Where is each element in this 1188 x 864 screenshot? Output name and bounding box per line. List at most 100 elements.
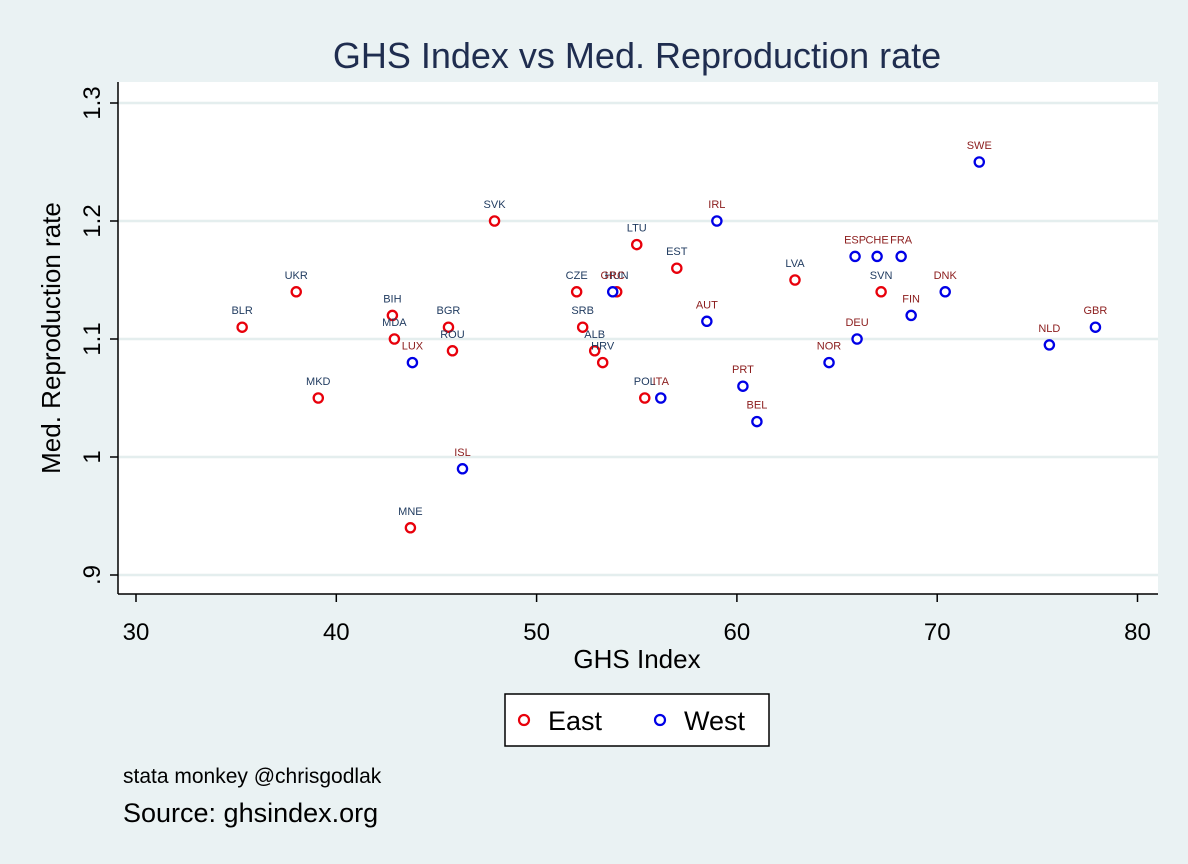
point-label: BIH bbox=[383, 293, 401, 305]
point-label: MNE bbox=[398, 506, 422, 518]
data-point bbox=[895, 250, 907, 263]
point-label: LUX bbox=[402, 341, 424, 353]
data-point bbox=[655, 392, 667, 404]
point-label: MKD bbox=[306, 376, 331, 388]
data-point bbox=[1043, 339, 1056, 351]
point-label: ISL bbox=[454, 447, 471, 459]
data-point bbox=[488, 215, 501, 227]
credit-note: stata monkey @chrisgodlak bbox=[123, 765, 382, 788]
gridlines bbox=[118, 101, 1158, 577]
data-point bbox=[711, 215, 723, 227]
legend-west-label: West bbox=[684, 706, 746, 736]
point-label: SWE bbox=[967, 140, 992, 152]
point-label: GRC bbox=[600, 270, 625, 282]
point-label: SVK bbox=[484, 199, 507, 211]
x-tick-label: 70 bbox=[924, 619, 951, 646]
data-point bbox=[406, 356, 419, 369]
point-label: DNK bbox=[934, 270, 958, 282]
y-tick-label: 1.1 bbox=[79, 322, 106, 355]
legend-box bbox=[504, 693, 770, 747]
data-point bbox=[456, 463, 469, 475]
point-label: HUN bbox=[605, 270, 629, 282]
data-point bbox=[851, 333, 863, 345]
legend: East West bbox=[504, 693, 770, 747]
point-label: SRB bbox=[571, 305, 594, 317]
x-tick-label: 60 bbox=[724, 619, 751, 646]
y-tick-label: 1.3 bbox=[79, 86, 106, 119]
data-point bbox=[823, 356, 835, 369]
point-label: FRA bbox=[890, 234, 913, 246]
y-tick-label: .9 bbox=[79, 565, 106, 585]
point-label: SVN bbox=[870, 270, 893, 282]
point-label: BEL bbox=[747, 400, 768, 412]
point-label: LTU bbox=[627, 223, 647, 235]
data-point bbox=[939, 286, 951, 298]
legend-west-marker bbox=[653, 713, 667, 727]
data-point bbox=[671, 262, 683, 274]
data-point bbox=[576, 321, 589, 333]
y-axis-title: Med. Reproduction rate bbox=[36, 202, 66, 474]
data-point bbox=[312, 392, 325, 404]
point-label: FIN bbox=[902, 293, 920, 305]
data-point bbox=[737, 380, 749, 392]
point-label: NLD bbox=[1038, 323, 1060, 335]
data-point bbox=[631, 238, 643, 251]
point-label: GBR bbox=[1084, 305, 1108, 317]
point-label: UKR bbox=[285, 270, 308, 282]
data-point bbox=[639, 392, 651, 404]
point-label: ESP bbox=[844, 234, 866, 246]
data-point bbox=[701, 315, 713, 328]
legend-east-marker bbox=[517, 713, 531, 727]
data-point bbox=[849, 250, 861, 263]
x-axis-ticks: 30 40 50 60 70 80 bbox=[123, 594, 1151, 646]
point-label: EST bbox=[666, 246, 688, 258]
x-tick-label: 80 bbox=[1124, 619, 1151, 646]
x-tick-label: 40 bbox=[323, 619, 350, 646]
y-tick-label: 1.2 bbox=[79, 204, 106, 237]
point-label: BGR bbox=[437, 305, 461, 317]
point-label: BLR bbox=[231, 305, 252, 317]
data-point bbox=[973, 156, 986, 168]
data-point bbox=[236, 321, 248, 333]
data-point bbox=[905, 309, 917, 322]
axes bbox=[117, 82, 1158, 595]
data-point bbox=[606, 286, 619, 298]
point-label: IRL bbox=[708, 199, 725, 211]
source-note: Source: ghsindex.org bbox=[123, 798, 378, 828]
point-label: ALB bbox=[584, 329, 605, 341]
legend-east-label: East bbox=[548, 706, 603, 736]
x-axis-title: GHS Index bbox=[573, 644, 700, 674]
data-point bbox=[570, 286, 583, 298]
x-tick-label: 50 bbox=[523, 619, 550, 646]
data-point bbox=[588, 345, 601, 357]
data-point bbox=[875, 286, 887, 298]
point-label: CZE bbox=[566, 270, 588, 282]
point-label: AUT bbox=[696, 299, 718, 311]
y-tick-label: 1 bbox=[79, 450, 106, 463]
point-label: DEU bbox=[845, 317, 868, 329]
x-tick-label: 30 bbox=[123, 619, 150, 646]
data-point bbox=[871, 250, 883, 263]
point-label: CHE bbox=[865, 234, 888, 246]
point-label: ROU bbox=[440, 329, 465, 341]
data-point bbox=[388, 333, 401, 345]
data-point bbox=[751, 415, 763, 428]
data-point bbox=[446, 345, 459, 357]
data-point bbox=[442, 321, 455, 333]
point-label: ITA bbox=[653, 376, 670, 388]
data-point bbox=[386, 309, 399, 322]
data-point bbox=[596, 356, 609, 369]
data-point bbox=[290, 286, 302, 298]
chart-title: GHS Index vs Med. Reproduction rate bbox=[333, 35, 941, 76]
data-point bbox=[1089, 321, 1102, 333]
y-axis-ticks: .9 1 1.1 1.2 1.3 bbox=[79, 86, 118, 585]
point-label: POL bbox=[634, 376, 656, 388]
point-label: MDA bbox=[382, 317, 407, 329]
point-label: HRV bbox=[591, 341, 615, 353]
data-point bbox=[404, 522, 417, 534]
point-label: PRT bbox=[732, 364, 754, 376]
point-label: LVA bbox=[785, 258, 805, 270]
point-label: NOR bbox=[817, 341, 842, 353]
